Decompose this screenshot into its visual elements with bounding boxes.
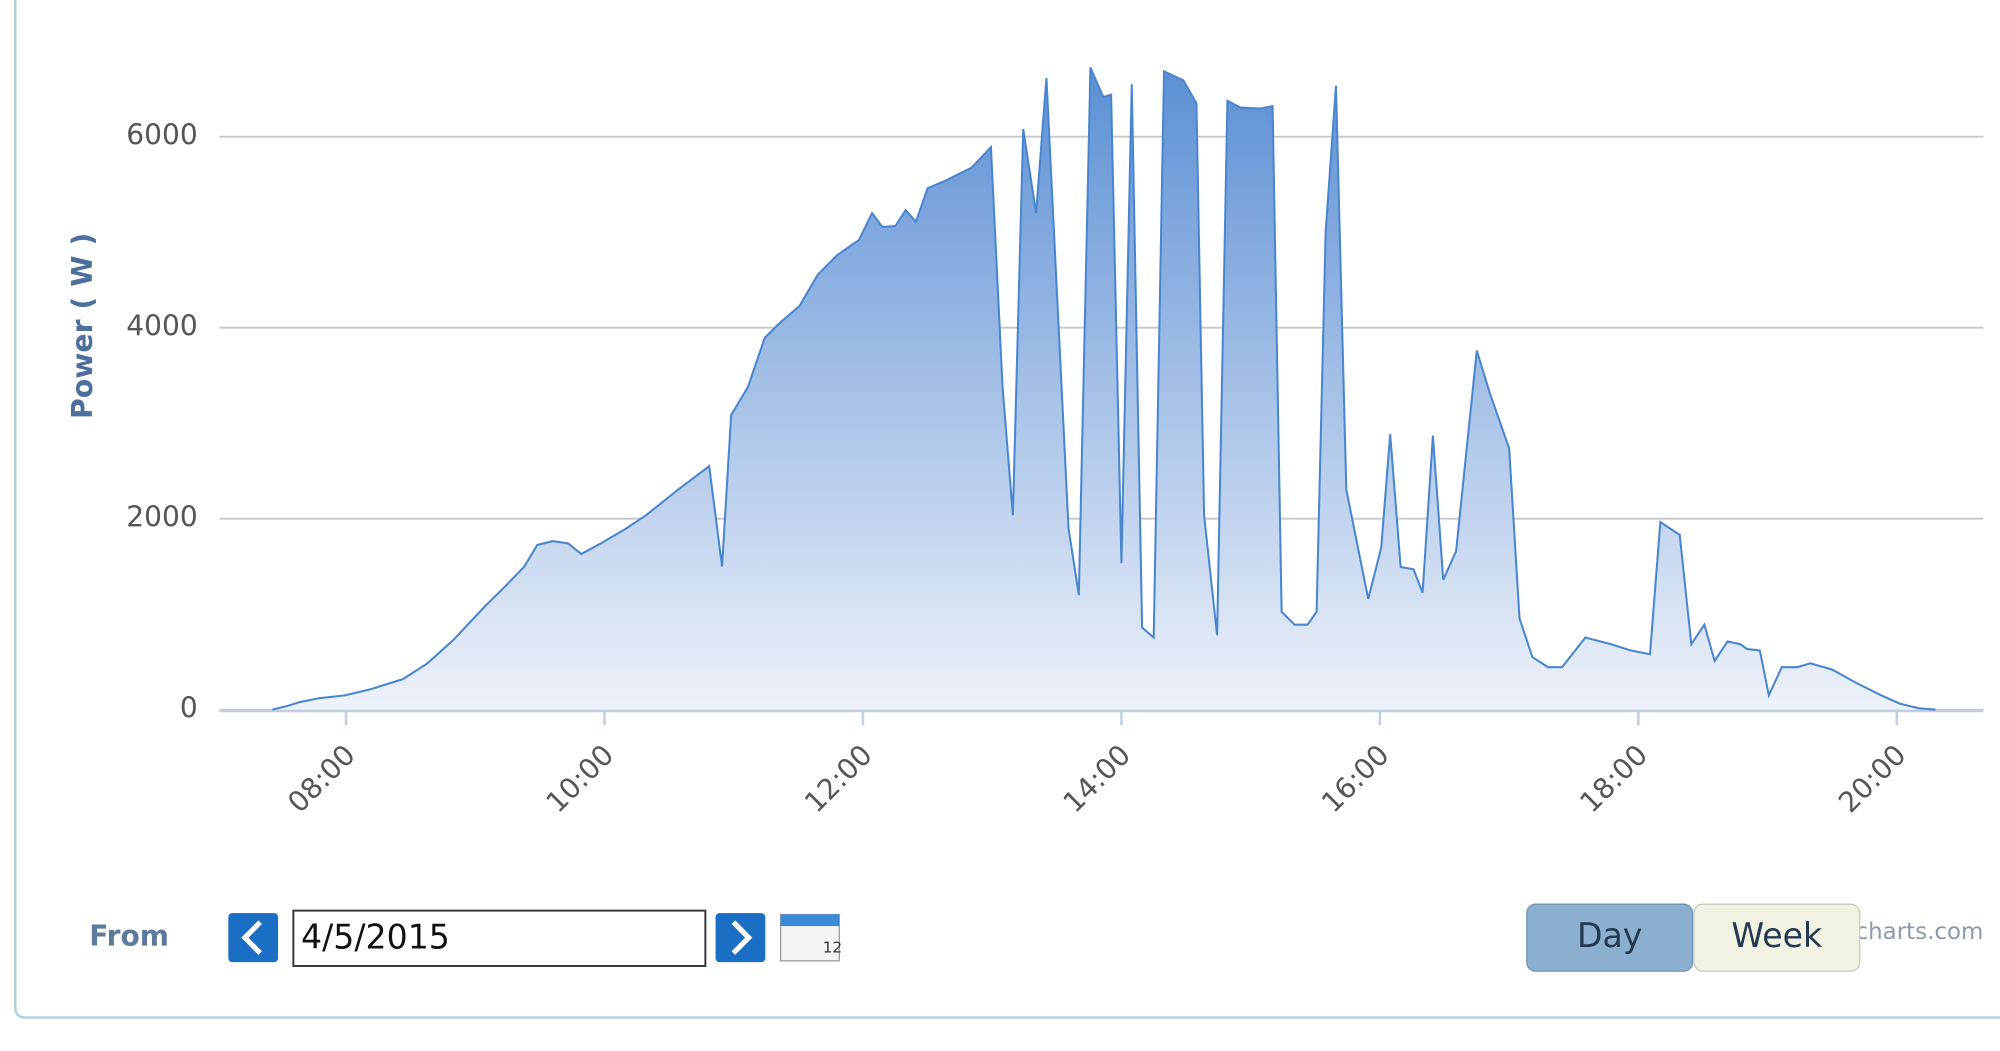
x-tick-label: 12:00 [798,738,878,819]
svg-text:12: 12 [823,938,842,956]
date-value[interactable]: 4/5/2015 [301,917,450,956]
date-input[interactable] [292,909,707,967]
x-tick-label: 10:00 [540,738,620,819]
y-tick-label: 6000 [126,119,197,152]
next-button[interactable] [715,913,766,963]
x-tick-label: 18:00 [1574,738,1654,819]
area-line [272,67,1936,711]
y-tick-label: 0 [180,692,198,725]
day-button[interactable] [1526,903,1694,972]
week-button[interactable] [1693,903,1861,972]
day-label[interactable]: Day [1577,916,1642,955]
panel-border [14,0,2000,1019]
x-tick-label: 14:00 [1057,738,1137,819]
credit: charts.com [1855,919,1983,945]
week-label[interactable]: Week [1731,916,1823,955]
from-label: From [89,920,169,953]
x-tick-label: 20:00 [1832,738,1912,819]
x-tick-label: 08:00 [281,738,361,819]
x-tick-label: 16:00 [1315,738,1395,819]
prev-button[interactable] [228,913,279,963]
y-tick-label: 4000 [126,310,197,343]
calendar-icon[interactable]: 12 [779,913,843,962]
area-fill [272,67,1936,710]
y-tick-label: 2000 [126,501,197,534]
y-axis-title: Power ( W ) [66,233,99,419]
